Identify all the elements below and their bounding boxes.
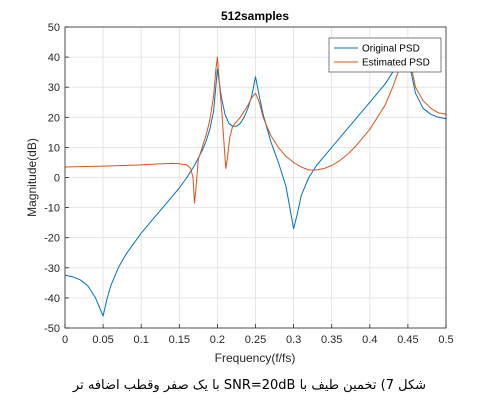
- x-tick-label: 0.2: [210, 334, 225, 346]
- x-tick-label: 0.45: [397, 334, 418, 346]
- y-tick-label: 30: [48, 82, 60, 94]
- x-tick-label: 0.35: [321, 334, 342, 346]
- y-tick-label: -10: [44, 203, 60, 215]
- y-tick-label: -50: [44, 323, 60, 335]
- y-tick-label: 50: [48, 22, 60, 34]
- legend-label-estimated: Estimated PSD: [362, 58, 430, 69]
- y-tick-label: -30: [44, 263, 60, 275]
- series-line-original-psd: [64, 50, 447, 317]
- x-tick-label: 0.25: [245, 334, 266, 346]
- legend: Original PSD Estimated PSD: [328, 37, 442, 73]
- y-tick-label: 10: [48, 142, 60, 154]
- x-tick-label: 0.05: [92, 334, 113, 346]
- y-tick-label: 20: [48, 112, 60, 124]
- series-layer: [64, 50, 447, 317]
- x-tick-label: 0.4: [362, 334, 377, 346]
- figure-caption: شکل 7) تخمین طیف با SNR=20dB با یک صفر و…: [72, 378, 427, 393]
- series-line-estimated-psd: [64, 53, 447, 204]
- x-tick-label: 0: [62, 334, 68, 346]
- psd-chart: 0 0.05 0.1 0.15 0.2 0.25 0.3 0.35 0.4 0.45 0.5 -50 -…: [25, 9, 454, 365]
- x-tick-label: 0.5: [438, 334, 453, 346]
- y-tick-label: -40: [44, 293, 60, 305]
- x-axis-label: Frequency(f/fs): [215, 351, 296, 365]
- y-tick-label: 0: [54, 173, 60, 185]
- y-tick-label: -20: [44, 233, 60, 245]
- x-tick-label: 0.15: [169, 334, 190, 346]
- y-tick-label: 40: [48, 52, 60, 64]
- legend-label-original: Original PSD: [362, 44, 420, 55]
- x-tick-label: 0.1: [134, 334, 149, 346]
- chart-title: 512samples: [221, 9, 289, 23]
- ticks: 0 0.05 0.1 0.15 0.2 0.25 0.3 0.35 0.4 0.45 0.5 -50 -…: [44, 22, 454, 346]
- x-tick-label: 0.3: [286, 334, 301, 346]
- legend-box: [328, 37, 442, 73]
- y-axis-label: Magnitude(dB): [25, 138, 39, 217]
- figure: 0 0.05 0.1 0.15 0.2 0.25 0.3 0.35 0.4 0.45 0.5 -50 -…: [25, 9, 454, 365]
